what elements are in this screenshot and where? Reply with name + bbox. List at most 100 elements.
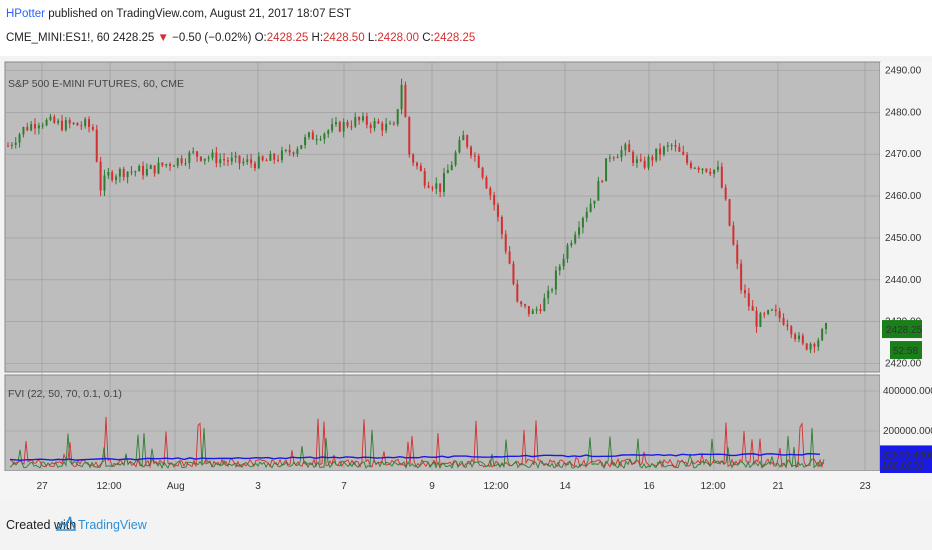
candle-body [10, 144, 13, 146]
candle-body [238, 155, 241, 164]
candle-body [334, 122, 337, 125]
candle-body [520, 301, 523, 305]
candle-body [361, 116, 364, 121]
time-tick-label: Aug [167, 481, 185, 492]
candle-body [736, 244, 739, 264]
volume-badge-bg [880, 445, 932, 464]
candle-body [713, 169, 716, 174]
time-tick-label: 12:00 [97, 481, 122, 492]
chart-canvas[interactable]: 2490.00 2480.00 2470.00 2460.00 2450.00 2440.… [0, 58, 932, 500]
low-label: L: [367, 32, 378, 44]
candle-body [500, 216, 503, 235]
high-value: 2428.50 [323, 32, 365, 44]
candle-body [774, 309, 777, 312]
candle-body [554, 270, 557, 290]
candle-body [589, 203, 592, 212]
candle-body [365, 116, 368, 125]
published-text: published on TradingView.com, August 21,… [48, 8, 352, 20]
candle-body [165, 164, 168, 166]
candle-body [470, 146, 473, 156]
candle-body [527, 305, 530, 314]
candle-body [130, 171, 133, 173]
candle-body [211, 152, 214, 158]
candle-body [250, 159, 253, 164]
candle-body [670, 145, 673, 147]
candle-body [481, 167, 484, 178]
candle-body [284, 150, 287, 152]
candle-body [118, 168, 121, 177]
candle-body [396, 109, 399, 125]
candle-body [53, 116, 56, 123]
author-link[interactable]: HPotter [6, 8, 45, 20]
candle-body [570, 243, 573, 246]
candle-body [435, 183, 438, 189]
candle-body [805, 343, 808, 350]
low-badge-text: 188.0000 [882, 461, 924, 472]
candle-body [80, 125, 83, 127]
candle-body [26, 127, 29, 131]
candle-body [18, 134, 21, 143]
low-value: 2428.00 [377, 32, 419, 44]
candle-body [354, 117, 357, 127]
open-label: O: [254, 32, 267, 44]
candle-body [153, 165, 156, 174]
candle-body [14, 142, 17, 145]
candle-body [674, 145, 677, 147]
indicator-label: FVI (22, 50, 70, 0.1, 0.1) [8, 388, 122, 400]
close-value: 2428.25 [433, 32, 476, 44]
high-label: H: [311, 32, 324, 44]
candle-body [7, 145, 9, 147]
candle-body [489, 188, 492, 196]
candle-body [257, 156, 260, 169]
candle-body [767, 310, 770, 314]
candle-body [149, 165, 152, 169]
time-tick-label: 14 [560, 481, 572, 492]
chart-area[interactable]: 2490.00 2480.00 2470.00 2460.00 2450.00 2440.… [0, 58, 932, 500]
candle-body [72, 122, 75, 124]
candle-body [620, 150, 623, 158]
candle-body [508, 251, 511, 264]
candle-body [801, 335, 804, 344]
candle-body [778, 311, 781, 318]
candle-body [705, 168, 708, 172]
candle-body [311, 132, 314, 140]
tradingview-brand-link[interactable]: TradingView [78, 518, 147, 532]
time-tick-label: 21 [773, 481, 785, 492]
candle-body [585, 211, 588, 219]
candle-body [693, 167, 696, 169]
price-tick-label: 2460.00 [885, 191, 922, 202]
candle-body [516, 284, 519, 302]
tradingview-logo-icon[interactable] [56, 515, 76, 533]
candle-body [99, 161, 102, 191]
indicator-tick-label: 400000.0000 [883, 386, 932, 397]
candle-body [632, 152, 635, 164]
volume-badge-text: 82899.4000 [882, 450, 932, 461]
candle-body [732, 225, 735, 245]
candle-body [562, 258, 565, 267]
candle-body [581, 218, 584, 228]
candle-body [412, 154, 415, 163]
candle-body [408, 117, 411, 155]
open-value: 2428.25 [266, 32, 309, 44]
candle-body [651, 156, 654, 161]
candle-body [203, 158, 206, 161]
candle-body [446, 170, 449, 174]
candle-body [381, 123, 384, 131]
candle-body [443, 173, 446, 192]
time-badge-bg [890, 341, 922, 360]
candle-body [91, 126, 94, 130]
candle-body [161, 162, 164, 166]
candle-body [88, 119, 91, 127]
candle-body [763, 313, 766, 315]
candle-body [385, 123, 388, 131]
candle-body [720, 166, 723, 188]
candle-body [423, 170, 426, 186]
candle-body [350, 126, 353, 128]
candle-body [473, 155, 476, 157]
candle-body [142, 165, 145, 176]
time-badge-text: 52:58 [893, 346, 918, 357]
candle-body [145, 168, 148, 176]
candle-body [458, 140, 461, 153]
candle-body [103, 175, 106, 191]
time-axis-bg [0, 471, 932, 500]
